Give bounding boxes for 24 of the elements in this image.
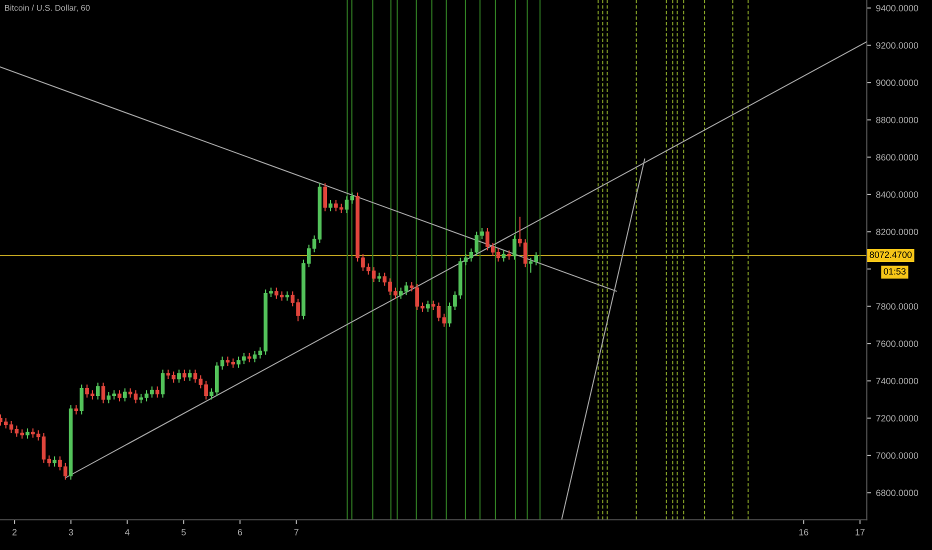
x-tick-label: 4 — [124, 529, 130, 536]
y-tick-label: 9400.0000 — [876, 4, 918, 12]
x-tick-label: 17 — [856, 529, 865, 536]
y-tick-label: 7400.0000 — [876, 378, 918, 384]
x-tick-label: 6 — [238, 529, 242, 536]
x-tick-label: 7 — [294, 529, 298, 536]
y-tick-label: 6800.0000 — [876, 490, 918, 496]
y-tick-label: 7000.0000 — [876, 452, 918, 459]
y-tick-label: 9000.0000 — [876, 80, 918, 86]
y-tick-label: 9200.0000 — [876, 42, 918, 49]
y-tick-label: 7600.0000 — [876, 340, 918, 347]
y-tick-label: 7800.0000 — [876, 303, 918, 310]
text: 01:53 — [884, 268, 906, 275]
ref-line-label: 8072.4700 — [870, 252, 912, 258]
x-tick-label: 16 — [799, 529, 808, 536]
y-tick-label: 8200.0000 — [876, 228, 918, 236]
x-tick-label: 2 — [12, 529, 17, 536]
y-tick-label: 8600.0000 — [876, 154, 918, 161]
y-tick-label: 7200.0000 — [876, 415, 918, 422]
y-tick-label: 8800.0000 — [876, 116, 918, 124]
x-tick-label: 5 — [181, 529, 186, 536]
y-tick-label: 8400.0000 — [876, 191, 918, 198]
x-tick-label: 3 — [68, 529, 74, 536]
chart-title: Bitcoin / U.S. Dollar, 60 — [5, 4, 90, 12]
